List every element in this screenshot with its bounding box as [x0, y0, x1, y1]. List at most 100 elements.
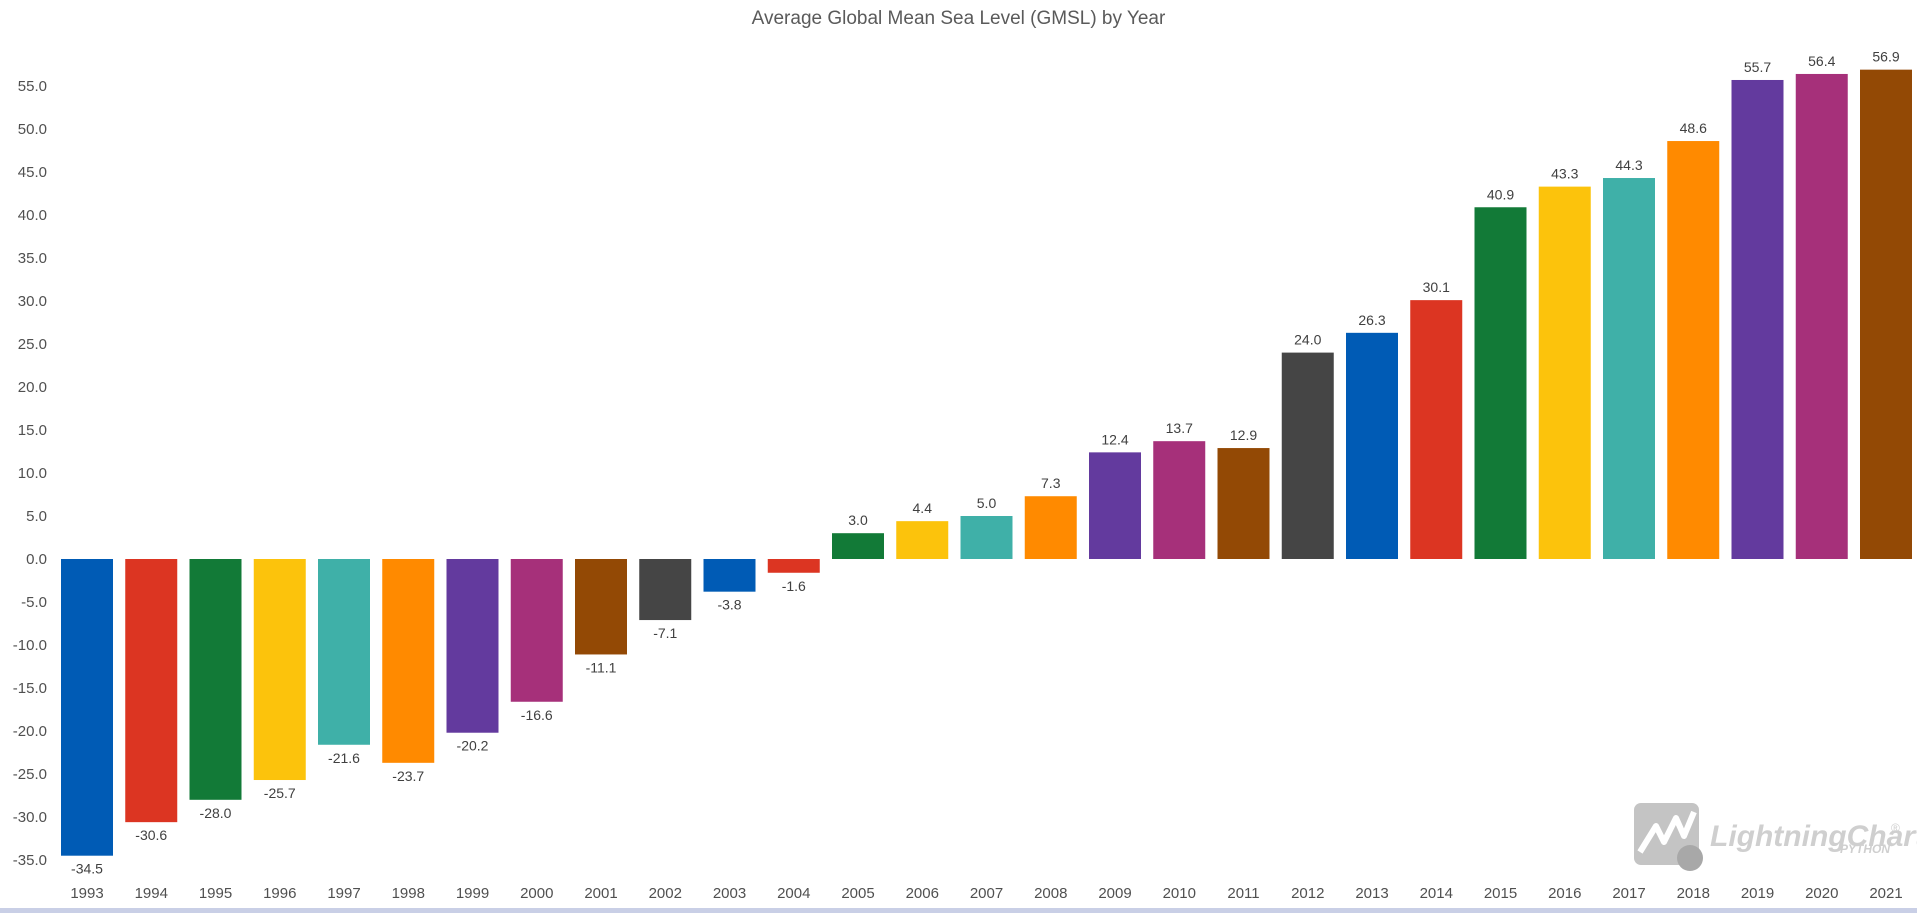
- bar-2001: [575, 559, 627, 655]
- y-tick-label: 15.0: [18, 422, 47, 439]
- x-tick-label: 2001: [584, 885, 617, 902]
- data-label: 4.4: [913, 500, 933, 516]
- logo-registered-mark: ®: [1891, 821, 1900, 835]
- bar-1998: [382, 559, 435, 763]
- logo-text: LightningChart: [1710, 820, 1917, 853]
- x-tick-label: 2006: [906, 885, 939, 902]
- x-tick-label: 2014: [1420, 885, 1453, 902]
- x-tick-label: 2002: [649, 885, 682, 902]
- y-tick-label: 55.0: [18, 78, 47, 95]
- bar-1995: [189, 559, 242, 800]
- data-label: -11.1: [586, 659, 617, 675]
- bar-2007: [960, 516, 1013, 559]
- x-tick-label: 2011: [1227, 885, 1259, 902]
- x-tick-label: 2010: [1163, 885, 1196, 902]
- y-tick-label: -5.0: [21, 594, 47, 611]
- bar-2011: [1217, 448, 1270, 559]
- bar-2000: [510, 559, 563, 702]
- y-tick-label: -15.0: [13, 680, 47, 697]
- bottom-border: [0, 908, 1917, 913]
- x-tick-label: 2000: [520, 885, 553, 902]
- bar-2006: [896, 521, 949, 559]
- bar-2003: [703, 559, 756, 592]
- bar-2017: [1603, 178, 1655, 559]
- y-tick-label: 35.0: [18, 250, 47, 267]
- bar-2005: [832, 533, 884, 559]
- x-tick-label: 2009: [1098, 885, 1131, 902]
- data-labels: -34.5 -30.6 -28.0 -25.7 -21.6 -23.7 -20.2 -16.6…: [71, 49, 1900, 877]
- x-tick-label: 1999: [456, 885, 489, 902]
- chart-title: Average Global Mean Sea Level (GMSL) by …: [751, 8, 1166, 29]
- data-label: 12.9: [1230, 427, 1257, 443]
- x-tick-label: 2017: [1612, 885, 1645, 902]
- data-label: 30.1: [1423, 279, 1450, 295]
- y-axis: 55.0 50.0 45.0 40.0 35.0 30.0 25.0 20.0 15.0 10.0…: [13, 78, 47, 869]
- data-label: 55.7: [1744, 59, 1771, 75]
- y-tick-label: 20.0: [18, 379, 47, 396]
- data-label: 5.0: [977, 495, 997, 511]
- logo-subtext: PYTHON: [1840, 842, 1890, 856]
- bar-2012: [1281, 352, 1334, 559]
- bar-2002: [639, 559, 692, 621]
- y-tick-label: 10.0: [18, 465, 47, 482]
- bar-1994: [125, 559, 178, 823]
- bar-1993: [61, 559, 113, 856]
- data-label: 12.4: [1101, 431, 1128, 447]
- data-label: 56.9: [1872, 49, 1899, 65]
- data-label: -30.6: [135, 827, 167, 843]
- x-tick-label: 2018: [1677, 885, 1710, 902]
- x-tick-label: 2005: [841, 885, 874, 902]
- x-axis: 1993 1994 1995 1996 1997 1998 1999 2000 2001 2002…: [70, 885, 1902, 902]
- data-label: 43.3: [1551, 166, 1578, 182]
- x-tick-label: 2021: [1869, 885, 1902, 902]
- bar-2019: [1731, 79, 1784, 559]
- data-label: 48.6: [1680, 120, 1707, 136]
- bar-2013: [1346, 332, 1398, 559]
- bar-2021: [1860, 69, 1912, 559]
- x-tick-label: 1993: [70, 885, 103, 902]
- x-tick-label: 2007: [970, 885, 1003, 902]
- logo-lightning-icon: [1637, 810, 1697, 854]
- x-tick-label: 2015: [1484, 885, 1517, 902]
- bar-2004: [767, 559, 820, 573]
- data-label: -23.7: [392, 768, 424, 784]
- bar-2018: [1667, 141, 1720, 560]
- bar-1997: [318, 559, 370, 745]
- x-tick-label: 2019: [1741, 885, 1774, 902]
- data-label: -28.0: [200, 805, 232, 821]
- y-tick-label: 45.0: [18, 164, 47, 181]
- x-tick-label: 1996: [263, 885, 296, 902]
- y-tick-label: 50.0: [18, 121, 47, 138]
- data-label: -7.1: [653, 625, 677, 641]
- x-tick-label: 2004: [777, 885, 810, 902]
- x-tick-label: 2013: [1355, 885, 1388, 902]
- data-label: 13.7: [1166, 420, 1193, 436]
- data-label: 44.3: [1615, 157, 1642, 173]
- y-tick-label: 25.0: [18, 336, 47, 353]
- x-tick-label: 1997: [327, 885, 360, 902]
- bar-2014: [1410, 300, 1463, 559]
- data-label: -20.2: [457, 738, 489, 754]
- x-tick-label: 2008: [1034, 885, 1067, 902]
- x-tick-label: 1994: [135, 885, 168, 902]
- data-label: -25.7: [264, 785, 296, 801]
- data-label: -16.6: [521, 707, 553, 723]
- data-label: 56.4: [1808, 53, 1835, 69]
- bar-2008: [1024, 496, 1077, 559]
- bar-2015: [1474, 207, 1527, 559]
- data-label: -1.6: [782, 578, 806, 594]
- data-label: 26.3: [1358, 312, 1385, 328]
- data-label: -3.8: [717, 597, 741, 613]
- data-label: 24.0: [1294, 332, 1321, 348]
- bars: [61, 69, 1912, 856]
- y-tick-label: 40.0: [18, 207, 47, 224]
- x-tick-label: 2003: [713, 885, 746, 902]
- y-tick-label: -30.0: [13, 809, 47, 826]
- y-tick-label: -10.0: [13, 637, 47, 654]
- lightningchart-logo: LightningChart ® PYTHON: [1634, 803, 1917, 871]
- x-tick-label: 1998: [392, 885, 425, 902]
- bar-2010: [1153, 441, 1206, 559]
- y-tick-label: 30.0: [18, 293, 47, 310]
